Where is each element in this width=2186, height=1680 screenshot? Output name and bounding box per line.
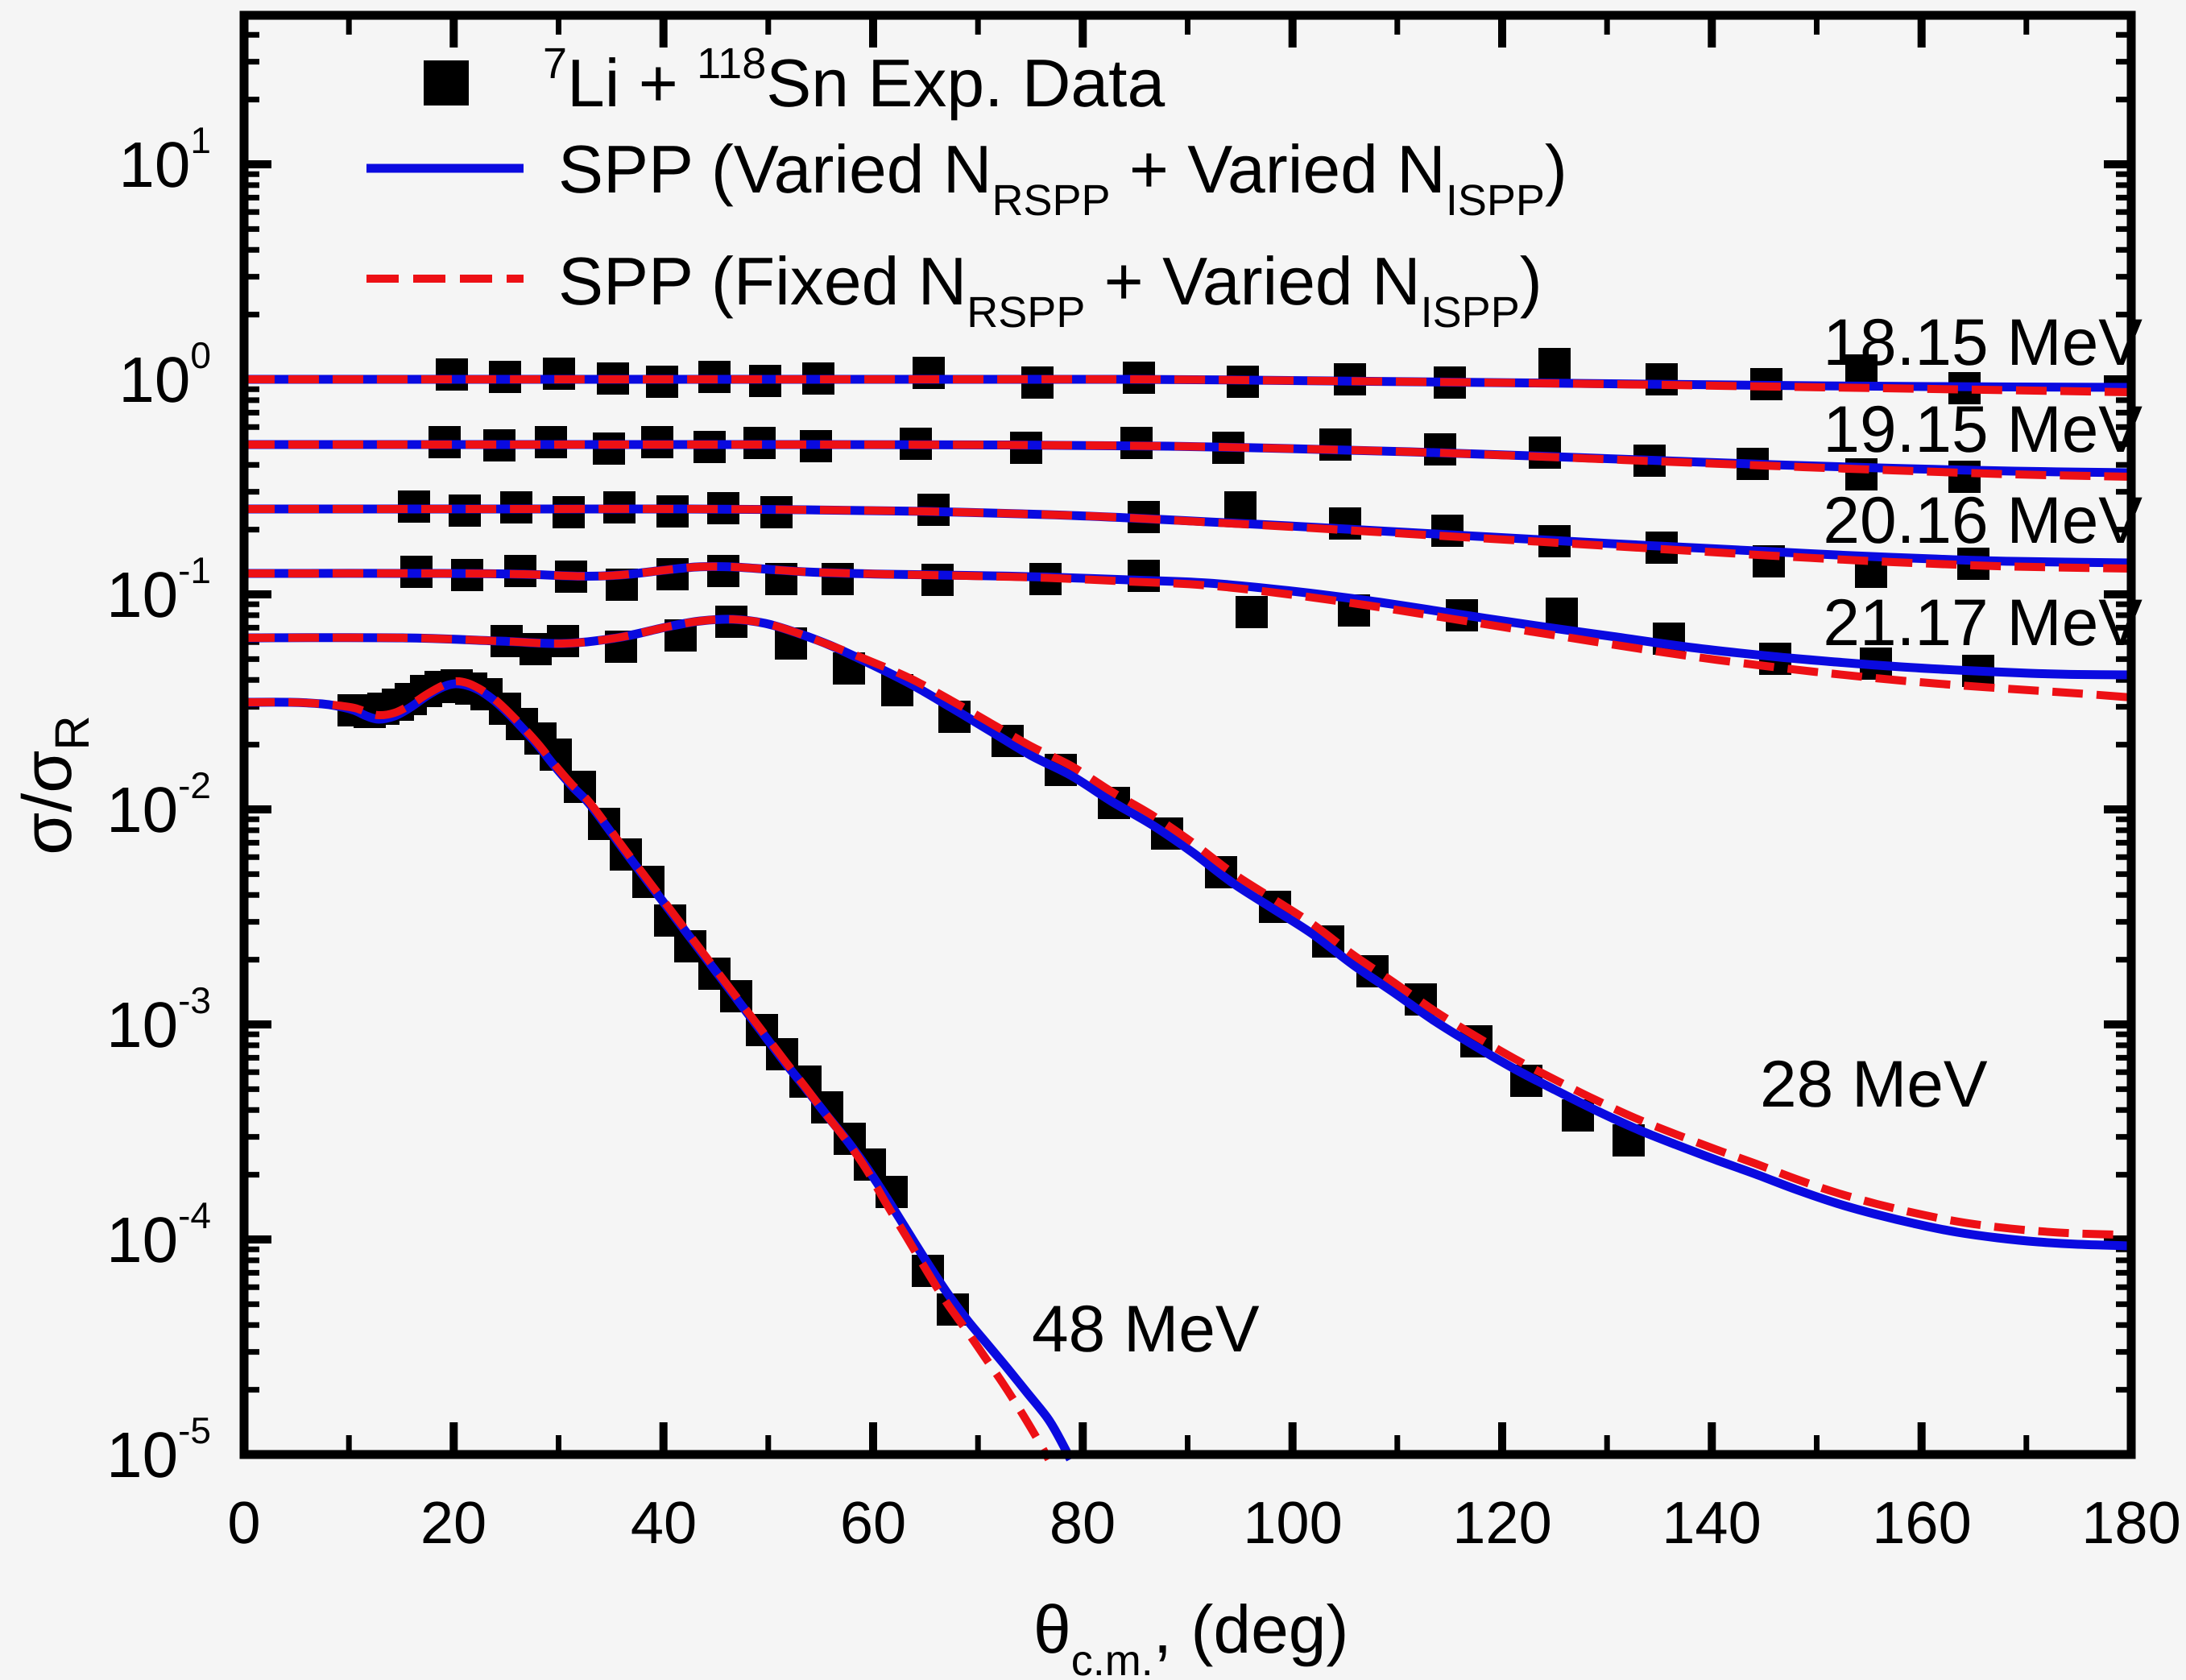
svg-text:100: 100	[1243, 1489, 1342, 1556]
svg-text:21.17 MeV: 21.17 MeV	[1823, 586, 2143, 660]
svg-text:48 MeV: 48 MeV	[1032, 1293, 1260, 1366]
svg-text:140: 140	[1662, 1489, 1761, 1556]
svg-text:7Li + 118Sn Exp. Data: 7Li + 118Sn Exp. Data	[543, 39, 1165, 121]
svg-text:180: 180	[2081, 1489, 2180, 1556]
svg-text:160: 160	[1872, 1489, 1971, 1556]
svg-text:19.15 MeV: 19.15 MeV	[1823, 393, 2143, 466]
svg-text:0: 0	[227, 1489, 260, 1556]
svg-text:80: 80	[1050, 1489, 1116, 1556]
svg-text:120: 120	[1452, 1489, 1551, 1556]
svg-text:20.16 MeV: 20.16 MeV	[1823, 484, 2143, 557]
svg-text:20: 20	[420, 1489, 486, 1556]
svg-text:100: 100	[118, 334, 211, 416]
svg-text:10-2: 10-2	[106, 764, 211, 846]
svg-text:60: 60	[840, 1489, 906, 1556]
svg-text:28 MeV: 28 MeV	[1760, 1048, 1988, 1121]
svg-text:40: 40	[631, 1489, 697, 1556]
svg-text:18.15 MeV: 18.15 MeV	[1823, 306, 2143, 379]
